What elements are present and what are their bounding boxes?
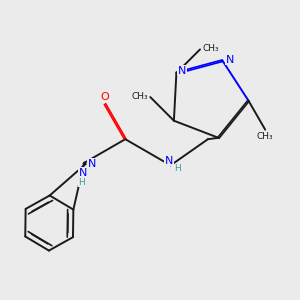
Text: N: N: [178, 66, 186, 76]
Text: N: N: [226, 55, 234, 65]
Text: H: H: [78, 178, 85, 187]
Text: N: N: [88, 158, 96, 169]
Text: CH₃: CH₃: [131, 92, 148, 100]
Text: CH₃: CH₃: [202, 44, 219, 53]
Text: N: N: [79, 168, 87, 178]
Text: N: N: [165, 156, 173, 166]
Text: H: H: [174, 164, 181, 173]
Text: CH₃: CH₃: [257, 132, 274, 141]
Text: O: O: [100, 92, 109, 102]
